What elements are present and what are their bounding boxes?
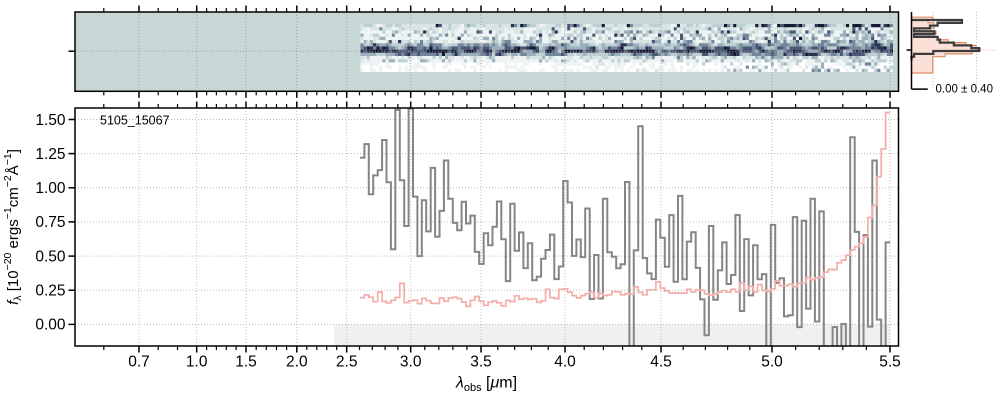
svg-text:λobs [μm]: λobs [μm] bbox=[455, 375, 517, 395]
svg-text:0.00 ± 0.40: 0.00 ± 0.40 bbox=[936, 83, 993, 95]
svg-text:4.5: 4.5 bbox=[650, 354, 672, 371]
svg-text:2.5: 2.5 bbox=[336, 354, 358, 371]
svg-text:3.0: 3.0 bbox=[400, 354, 422, 371]
svg-text:3.5: 3.5 bbox=[470, 354, 492, 371]
svg-text:4.0: 4.0 bbox=[554, 354, 576, 371]
svg-text:5.0: 5.0 bbox=[761, 354, 783, 371]
svg-text:1.5: 1.5 bbox=[235, 354, 257, 371]
svg-text:0.7: 0.7 bbox=[128, 354, 150, 371]
svg-text:1.00: 1.00 bbox=[35, 180, 66, 197]
svg-text:0.50: 0.50 bbox=[35, 248, 66, 265]
svg-text:2.0: 2.0 bbox=[286, 354, 308, 371]
svg-text:0.00: 0.00 bbox=[35, 317, 66, 334]
svg-text:0.75: 0.75 bbox=[35, 214, 65, 231]
svg-text:fλ [10−20 ergs−1cm−2Å−1]: fλ [10−20 ergs−1cm−2Å−1] bbox=[2, 149, 24, 305]
svg-text:5.5: 5.5 bbox=[879, 354, 901, 371]
svg-text:0.25: 0.25 bbox=[35, 283, 65, 300]
svg-text:1.0: 1.0 bbox=[186, 354, 208, 371]
svg-text:1.25: 1.25 bbox=[35, 146, 65, 163]
svg-text:5105_15067: 5105_15067 bbox=[100, 114, 170, 128]
svg-text:1.50: 1.50 bbox=[35, 112, 66, 129]
